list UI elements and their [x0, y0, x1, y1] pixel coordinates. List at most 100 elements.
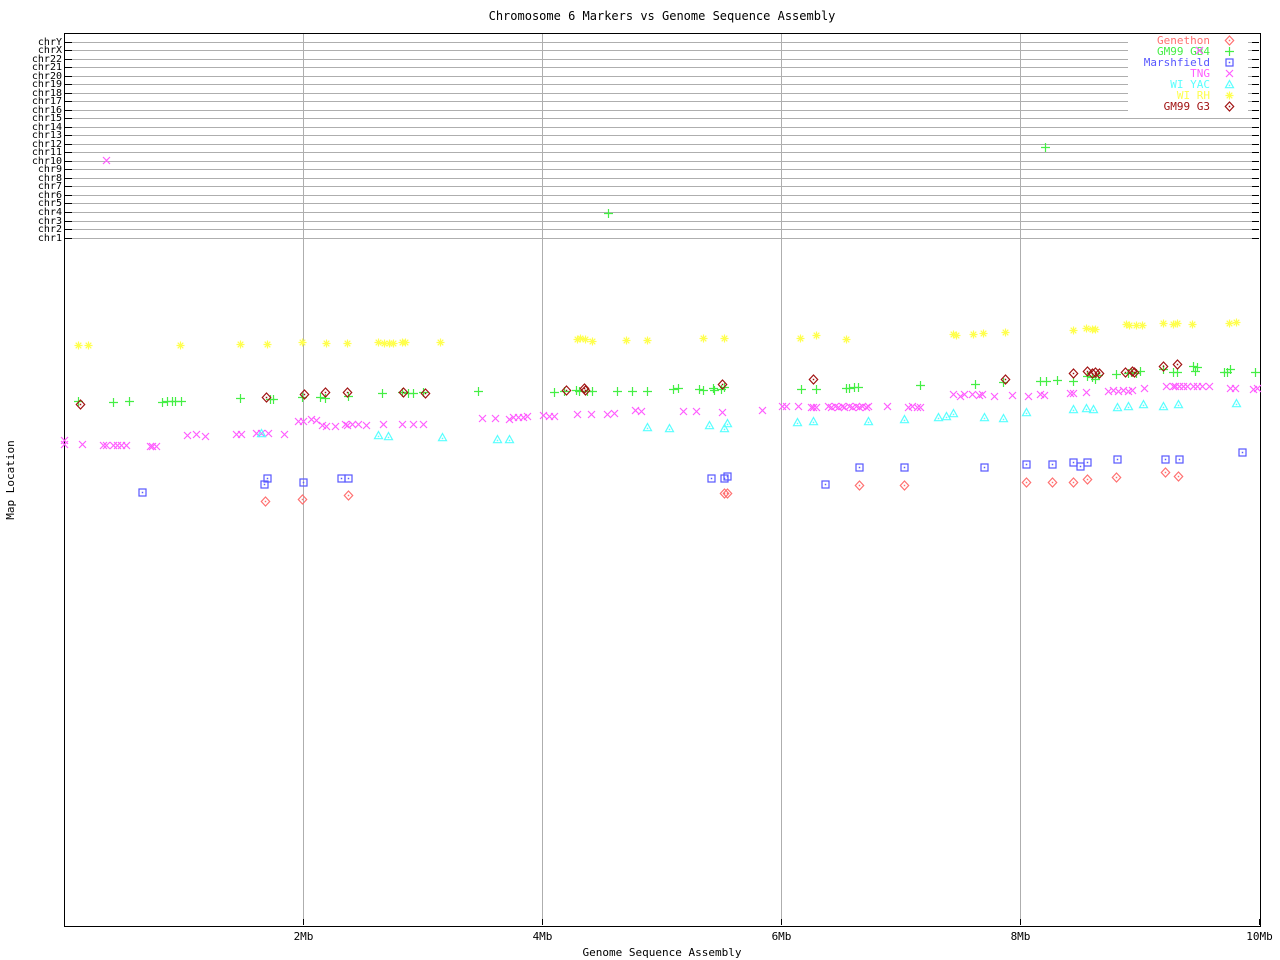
data-point-gm99-g3 — [341, 386, 354, 399]
chromosome-label: chr10 — [31, 155, 62, 167]
data-point-gm99-gb4 — [969, 378, 982, 391]
data-point-tng — [1251, 382, 1264, 395]
x-icon — [1210, 67, 1248, 80]
chromosome-line — [65, 211, 1258, 213]
data-point-gm99-gb4 — [852, 381, 865, 394]
chromosome-tick-left — [65, 50, 72, 51]
data-point-wi-yac — [382, 430, 395, 443]
data-point-tng — [144, 440, 157, 453]
data-point-tng — [792, 400, 805, 413]
data-point-gm99-gb4 — [707, 382, 720, 395]
data-point-tng — [537, 409, 550, 422]
data-point-tng — [1167, 380, 1180, 393]
chromosome-tick-left — [65, 143, 72, 145]
data-point-gm99-gb4 — [175, 395, 188, 408]
data-point-gm99-gb4 — [319, 392, 332, 405]
data-point-gm99-gb4 — [107, 396, 120, 409]
data-point-wi-yac — [641, 421, 654, 434]
data-point-gm99-gb4 — [602, 207, 615, 220]
data-point-gm99-gb4 — [548, 386, 561, 399]
data-point-wi-rh — [1123, 319, 1136, 332]
data-point-tng — [320, 420, 333, 433]
legend-row-gm99-gb4: GM99 GB4 — [1128, 46, 1248, 57]
chromosome-tick-left — [65, 220, 72, 222]
data-point-wi-yac — [997, 412, 1010, 425]
chromosome-line — [65, 75, 1258, 77]
chromosome-line — [65, 109, 1258, 111]
chromosome-tick-left — [65, 186, 72, 188]
chromosome-tick-right — [1252, 84, 1259, 86]
chromosome-label: chr9 — [37, 164, 62, 176]
legend-label-gm99-gb4: GM99 GB4 — [1157, 45, 1210, 58]
data-point-tng — [396, 418, 409, 431]
data-point-tng — [548, 410, 561, 423]
data-point-tng — [100, 154, 113, 167]
x-tick — [1259, 919, 1260, 925]
data-point-wi-yac — [703, 419, 716, 432]
chromosome-line — [65, 58, 1258, 60]
data-point-tng — [255, 427, 268, 440]
square-dot-icon — [1210, 56, 1248, 69]
data-point-gm99-gb4 — [1110, 368, 1123, 381]
chromosome-label: chrY — [37, 36, 62, 48]
chromosome-label: chr21 — [31, 62, 62, 74]
chromosome-line — [65, 50, 1258, 51]
data-point-genethon — [1020, 476, 1033, 489]
data-point-wi-rh — [977, 327, 990, 340]
data-point-gm99-gb4 — [667, 383, 680, 396]
chromosome-label: chr15 — [31, 113, 62, 125]
data-point-tng — [958, 388, 971, 401]
data-point-tng — [601, 408, 614, 421]
chromosome-tick-left — [65, 211, 72, 213]
legend-row-wi-rh: WI RH — [1128, 90, 1248, 101]
data-point-wi-rh — [1167, 318, 1180, 331]
data-point-tng — [677, 405, 690, 418]
chromosome-tick-right — [1252, 177, 1259, 179]
data-point-tng — [1122, 385, 1135, 398]
data-point-tng — [881, 400, 894, 413]
data-point-tng — [1107, 384, 1120, 397]
data-point-gm99-gb4 — [156, 396, 169, 409]
chromosome-label: chr14 — [31, 121, 62, 133]
chromosome-line — [65, 126, 1258, 128]
x-tick-label: 6Mb — [771, 930, 792, 943]
legend-label-tng: TNG — [1190, 67, 1210, 80]
x-tick-label: 4Mb — [532, 930, 553, 943]
chromosome-tick-right — [1252, 101, 1259, 103]
chromosome-line — [65, 186, 1258, 188]
data-point-tng — [988, 390, 1001, 403]
chromosome-label: chr1 — [37, 232, 62, 244]
data-point-wi-rh — [372, 336, 385, 349]
data-point-wi-rh — [967, 328, 980, 341]
data-point-tng — [966, 388, 979, 401]
plot-area — [64, 33, 1261, 927]
chromosome-label: chr4 — [37, 206, 62, 218]
chromosome-tick-right — [1252, 186, 1259, 188]
data-point-tng — [346, 418, 359, 431]
data-point-marshfield — [136, 486, 149, 499]
data-point-marshfield — [721, 470, 734, 483]
data-point-wi-yac — [978, 411, 991, 424]
data-point-tng — [1117, 384, 1130, 397]
x-tick — [542, 919, 543, 925]
data-point-gm99-g3 — [419, 387, 432, 400]
data-point-gm99-gb4 — [626, 385, 639, 398]
data-point-wi-rh — [341, 337, 354, 350]
data-point-wi-rh — [999, 326, 1012, 339]
x-tick — [1020, 919, 1021, 925]
data-point-tng — [120, 439, 133, 452]
data-point-wi-yac — [932, 411, 945, 424]
data-point-gm99-gb4 — [715, 383, 728, 396]
plus-icon — [1210, 45, 1248, 58]
data-point-gm99-gb4 — [708, 384, 721, 397]
chromosome-line — [65, 229, 1258, 230]
data-point-tng — [1229, 382, 1242, 395]
data-point-tng — [235, 428, 248, 441]
data-point-gm99-g3 — [298, 388, 311, 401]
chromosome-tick-left — [65, 92, 72, 94]
data-point-genethon — [721, 487, 734, 500]
chromosome-tick-right — [1252, 160, 1259, 162]
data-point-tng — [417, 418, 430, 431]
data-point-wi-yac — [1087, 403, 1100, 416]
data-point-wi-yac — [898, 413, 911, 426]
